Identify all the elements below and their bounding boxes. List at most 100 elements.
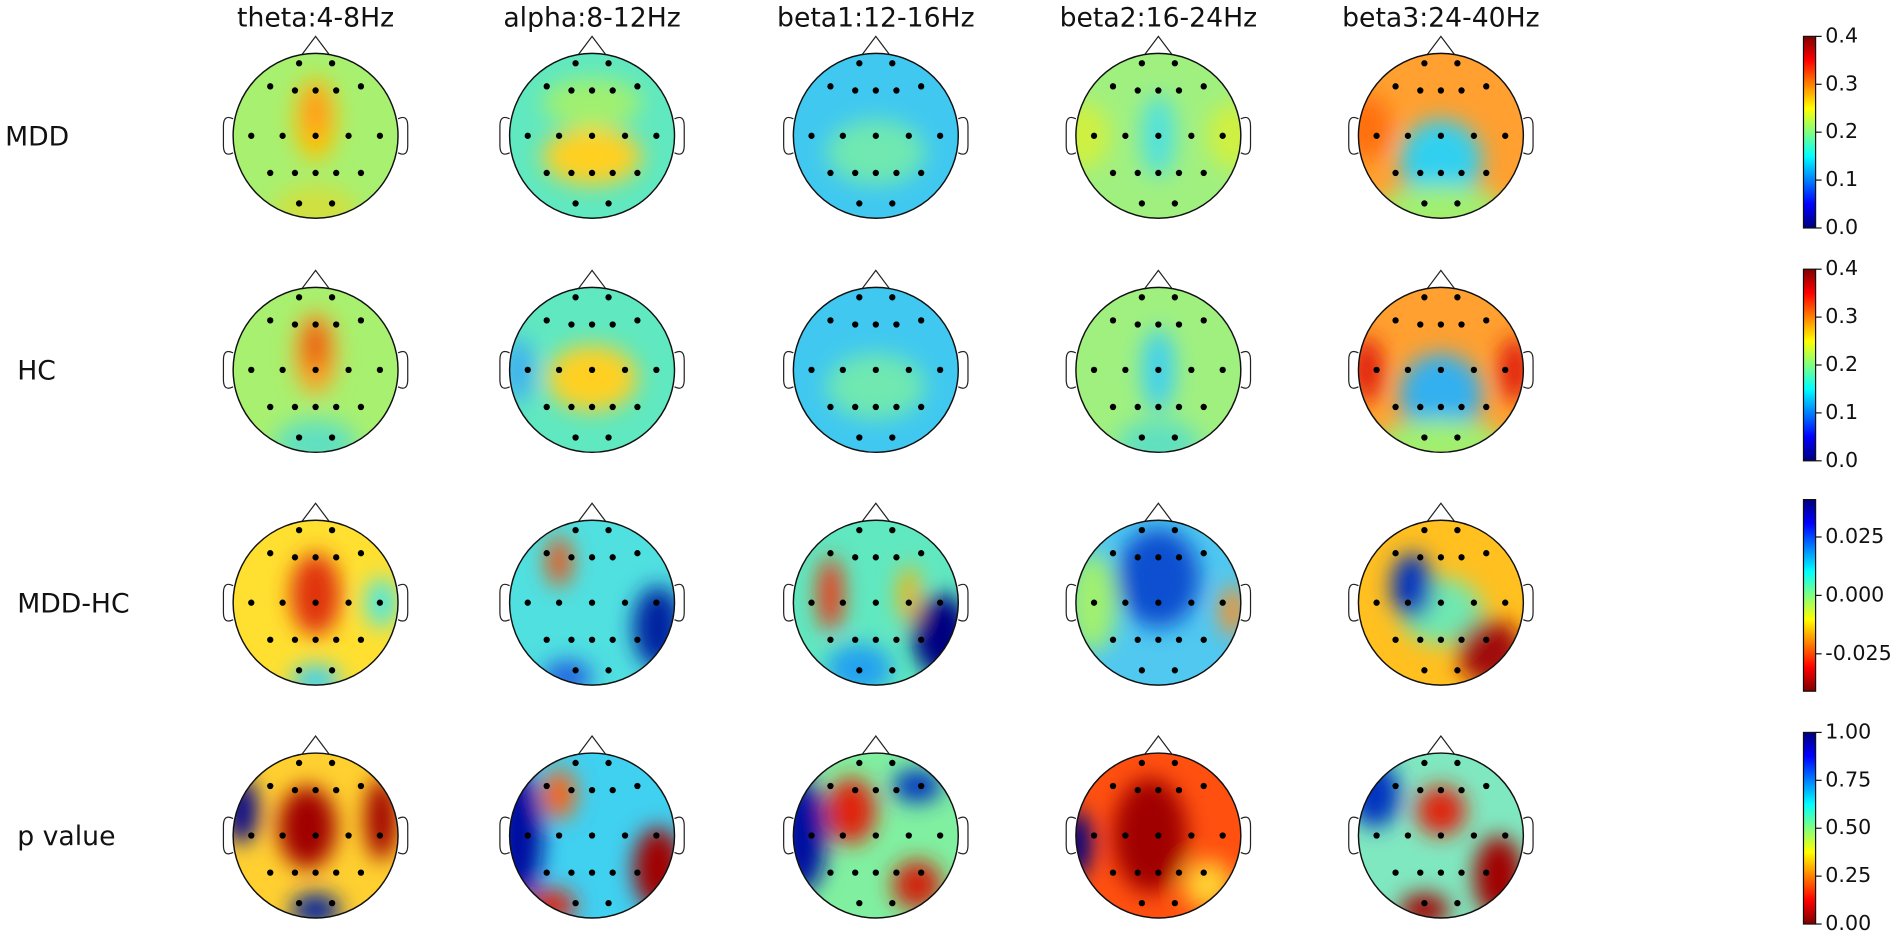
electrode — [543, 169, 550, 177]
electrode — [588, 786, 596, 794]
electrode — [333, 554, 340, 561]
column-title: alpha:8-12Hz — [503, 3, 680, 34]
electrode — [1109, 550, 1117, 557]
topomap-blob — [892, 769, 942, 803]
nose — [1425, 502, 1456, 524]
topomap-blob — [1374, 419, 1507, 453]
electrode — [1470, 366, 1478, 374]
electrode — [267, 636, 274, 643]
row-label: MDD-HC — [17, 588, 129, 619]
nose — [1143, 502, 1174, 524]
electrode — [572, 434, 579, 441]
topomap-blob — [290, 893, 341, 918]
electrode — [893, 169, 900, 177]
electrode — [609, 554, 616, 561]
electrode — [918, 403, 925, 411]
electrode — [1417, 786, 1424, 794]
ear — [499, 816, 510, 855]
electrode — [872, 869, 879, 876]
electrode — [872, 87, 879, 94]
electrode — [376, 132, 384, 139]
electrode — [1437, 599, 1445, 606]
electrode — [827, 869, 834, 876]
head-outline — [1357, 52, 1525, 220]
electrode — [1483, 869, 1490, 876]
electrode — [572, 759, 579, 767]
topomap-blobs — [542, 78, 642, 186]
electrode — [827, 169, 834, 177]
electrode — [1454, 294, 1461, 301]
electrode — [1421, 899, 1428, 907]
electrode — [1175, 321, 1183, 328]
electrode — [1437, 132, 1445, 139]
electrode — [1437, 366, 1445, 374]
ear — [674, 816, 685, 855]
electrode — [543, 869, 550, 876]
nose — [300, 735, 331, 756]
ear — [958, 583, 969, 622]
topomap-blobs — [290, 553, 399, 686]
electrode — [1437, 321, 1445, 328]
electrode — [1138, 667, 1146, 674]
topomap-blob — [290, 664, 341, 686]
electrode — [605, 434, 612, 441]
electrode — [893, 87, 900, 94]
electrode — [827, 636, 834, 643]
electrode — [1188, 599, 1195, 606]
electrode — [333, 636, 340, 643]
ear — [222, 116, 234, 155]
electrode — [555, 832, 563, 839]
electrode — [1171, 667, 1179, 674]
colorbar-tick-label: 0.25 — [1825, 863, 1871, 887]
electrode — [1373, 832, 1380, 839]
electrode — [872, 132, 879, 139]
electrode — [605, 294, 612, 301]
electrode — [345, 832, 352, 839]
nose — [860, 269, 891, 291]
electrode — [572, 60, 579, 67]
electrode — [1219, 599, 1226, 606]
electrode — [918, 782, 925, 790]
electrode — [1171, 434, 1179, 441]
electrode — [609, 786, 616, 794]
topomap — [233, 53, 399, 219]
electrode — [808, 132, 815, 139]
electrode — [856, 60, 863, 67]
electrode — [568, 321, 575, 328]
electrode — [295, 294, 303, 301]
electrode — [605, 759, 612, 767]
electrode — [1122, 132, 1129, 139]
electrode — [555, 366, 563, 374]
ear — [958, 116, 969, 155]
electrode — [333, 169, 340, 177]
nose — [577, 502, 608, 524]
electrode — [634, 317, 641, 324]
electrode — [357, 869, 365, 876]
ear — [1065, 116, 1077, 155]
electrode — [634, 83, 641, 90]
electrode — [1437, 832, 1445, 839]
electrode — [918, 83, 925, 90]
electrode — [588, 132, 596, 139]
electrode — [936, 832, 944, 839]
electrode — [328, 759, 336, 767]
nose — [577, 269, 608, 291]
electrode — [856, 759, 863, 767]
nose — [300, 269, 331, 291]
electrode — [1417, 321, 1424, 328]
electrode — [1155, 636, 1162, 643]
ear — [1523, 583, 1534, 622]
electrode — [1090, 132, 1098, 139]
electrode — [1200, 636, 1207, 643]
ear — [783, 583, 794, 622]
electrode — [1219, 832, 1226, 839]
ear — [222, 816, 234, 855]
electrode — [543, 782, 550, 790]
electrode — [827, 83, 834, 90]
electrode — [588, 169, 596, 177]
electrode — [357, 169, 365, 177]
topomap-blob — [542, 78, 642, 128]
electrode — [568, 786, 575, 794]
electrode — [1134, 554, 1141, 561]
electrode — [572, 526, 579, 534]
